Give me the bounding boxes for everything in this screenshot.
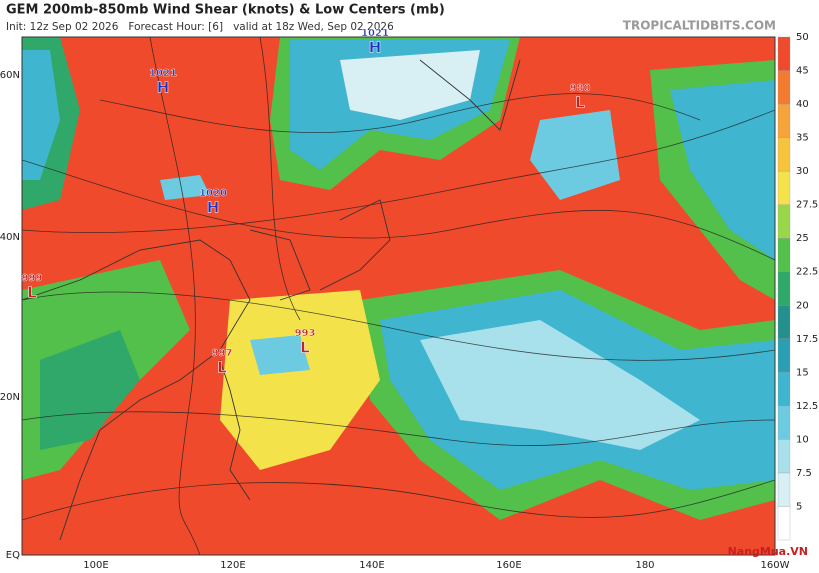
center-symbol: L bbox=[217, 359, 227, 377]
shear-region bbox=[670, 80, 775, 260]
lat-label: 60N bbox=[0, 70, 20, 81]
colorbar-label: 15 bbox=[796, 367, 809, 378]
shear-region bbox=[530, 110, 620, 200]
colorbar-label: 25 bbox=[796, 233, 809, 244]
colorbar-swatch bbox=[777, 170, 791, 205]
colorbar-swatch bbox=[777, 204, 791, 239]
center-pressure: 980 bbox=[570, 83, 591, 94]
lon-label: 160W bbox=[761, 560, 790, 571]
map-subtitle: Init: 12z Sep 02 2026 Forecast Hour: [6]… bbox=[6, 21, 394, 33]
lat-label: EQ bbox=[6, 550, 20, 561]
center-symbol: L bbox=[27, 284, 37, 302]
streamlines bbox=[22, 37, 775, 555]
shear-region bbox=[160, 175, 210, 200]
map-title: GEM 200mb-850mb Wind Shear (knots) & Low… bbox=[6, 3, 445, 18]
colorbar-swatch bbox=[777, 238, 791, 272]
shear-region bbox=[250, 335, 310, 375]
lon-label: 100E bbox=[83, 560, 108, 571]
center-symbol: H bbox=[157, 79, 170, 97]
colorbar-swatch bbox=[777, 405, 791, 440]
center-symbol: L bbox=[575, 94, 585, 112]
colorbar-swatch bbox=[777, 439, 791, 474]
center-pressure: 997 bbox=[212, 348, 233, 359]
colorbar-label: 22.5 bbox=[796, 267, 818, 278]
lon-label: 180 bbox=[635, 560, 654, 571]
colorbar-swatch bbox=[777, 103, 791, 138]
colorbar-label: 20 bbox=[796, 300, 809, 311]
colorbar-label: 27.5 bbox=[796, 200, 818, 211]
center-symbol: L bbox=[300, 339, 310, 357]
colorbar-swatch bbox=[777, 506, 791, 541]
colorbar-swatch bbox=[777, 338, 791, 373]
source-credit: TROPICALTIDBITS.COM bbox=[623, 19, 776, 33]
colorbar-label: 40 bbox=[796, 99, 809, 110]
shear-region bbox=[22, 50, 60, 180]
shear-region bbox=[40, 330, 140, 450]
colorbar-swatch bbox=[777, 372, 791, 407]
center-pressure: 1021 bbox=[361, 28, 389, 39]
colorbar-swatch bbox=[777, 305, 791, 339]
lon-label: 140E bbox=[359, 560, 384, 571]
lat-label: 40N bbox=[0, 232, 20, 243]
colorbar-label: 12.5 bbox=[796, 401, 818, 412]
colorbar-label: 10 bbox=[796, 434, 809, 445]
center-pressure: 1021 bbox=[149, 68, 177, 79]
colorbar-label: 7.5 bbox=[796, 468, 812, 479]
center-symbol: H bbox=[369, 39, 382, 57]
lat-label: 20N bbox=[0, 392, 20, 403]
map-frame bbox=[21, 36, 776, 556]
colorbar-label: 17.5 bbox=[796, 334, 818, 345]
colorbar-label: 35 bbox=[796, 133, 809, 144]
colorbar: 5 7.5 10 12.5 15 17.5 20 22.5 25 27.5 30 35 40 45 50 bbox=[777, 32, 818, 541]
colorbar-swatch bbox=[777, 70, 791, 105]
colorbar-label: 45 bbox=[796, 66, 809, 77]
center-symbol: H bbox=[207, 199, 220, 217]
colorbar-swatch bbox=[777, 271, 791, 306]
lon-label: 160E bbox=[496, 560, 521, 571]
colorbar-label: 5 bbox=[796, 501, 802, 512]
watermark: NangMua.VN bbox=[728, 545, 808, 558]
center-pressure: 999 bbox=[22, 273, 43, 284]
lon-label: 120E bbox=[220, 560, 245, 571]
colorbar-label: 50 bbox=[796, 32, 809, 43]
center-pressure: 1020 bbox=[199, 188, 227, 199]
colorbar-swatch bbox=[777, 472, 791, 507]
colorbar-swatch bbox=[777, 137, 791, 172]
colorbar-label: 30 bbox=[796, 166, 809, 177]
shear-region bbox=[340, 50, 480, 120]
map-area bbox=[22, 37, 775, 555]
shear-region bbox=[220, 290, 380, 470]
center-pressure: 993 bbox=[295, 328, 316, 339]
colorbar-swatch bbox=[777, 36, 791, 71]
coastlines bbox=[22, 59, 521, 541]
shear-region bbox=[420, 320, 700, 450]
